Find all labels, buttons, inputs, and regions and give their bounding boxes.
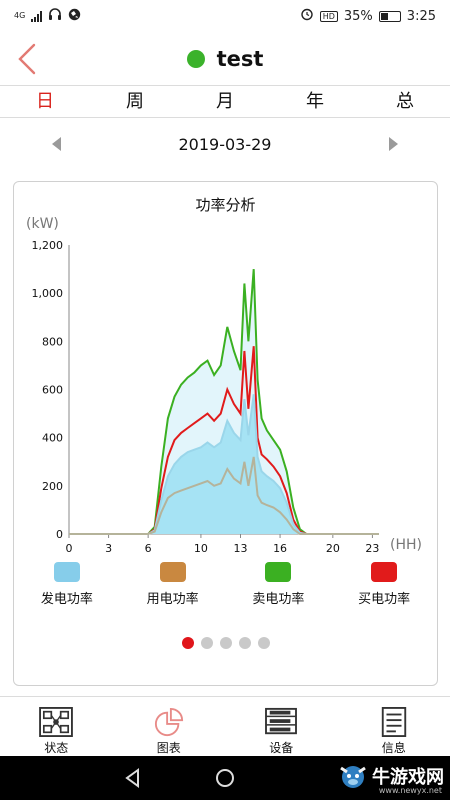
power-chart: (kW) (HH) 0 200 400 600 800 1,000 1,200 0 3 6 10 13 16…: [26, 216, 422, 552]
legend-item-generation[interactable]: 发电功率: [14, 562, 120, 607]
y-tick-label: 800: [42, 335, 63, 348]
watermark-text: 牛游戏网: [372, 767, 444, 788]
legend-item-consumption[interactable]: 用电功率: [120, 562, 226, 607]
legend-swatch: [371, 562, 398, 582]
legend-item-buy[interactable]: 买电功率: [331, 562, 437, 607]
tab-week[interactable]: 周: [126, 91, 144, 112]
page-indicator: [14, 637, 437, 649]
x-tick-label: 0: [66, 542, 73, 552]
legend-swatch: [159, 562, 186, 582]
hd-badge: HD: [319, 10, 338, 22]
back-button[interactable]: [12, 40, 46, 78]
x-tick-label: 10: [194, 542, 208, 552]
y-tick-label: 1,200: [32, 239, 64, 252]
nav-device[interactable]: 设备: [225, 697, 338, 756]
legend-label: 买电功率: [358, 592, 411, 607]
legend-swatch: [53, 562, 80, 582]
system-navigation-bar: [0, 756, 450, 800]
y-tick-label: 1,000: [32, 287, 64, 300]
legend-label: 发电功率: [40, 592, 93, 607]
nav-label: 设备: [269, 741, 294, 755]
status-bar: 4G HD 35% 3:25: [0, 0, 450, 32]
battery-percent: 35%: [343, 8, 373, 24]
device-icon: [265, 707, 298, 735]
triangle-back-icon: [125, 768, 139, 788]
x-tick-label: 13: [233, 542, 247, 552]
system-home-button[interactable]: [214, 767, 236, 789]
bottom-navigation: 状态 图表 设备: [0, 696, 450, 756]
legend-swatch: [265, 562, 292, 582]
pager-dot[interactable]: [181, 637, 194, 649]
chart-legend: 发电功率 用电功率 卖电功率 买电功率: [14, 562, 437, 607]
online-status-dot: [186, 49, 205, 68]
nav-label: 信息: [381, 741, 406, 755]
headset-icon: [48, 7, 62, 25]
period-tabs: 日 周 月 年 总: [0, 86, 450, 118]
system-back-button[interactable]: [122, 767, 144, 789]
triangle-right-icon: [389, 137, 398, 151]
chart-title: 功率分析: [195, 196, 256, 214]
tab-day[interactable]: 日: [36, 91, 54, 112]
nav-info[interactable]: 信息: [338, 697, 450, 756]
pager-dot[interactable]: [238, 637, 251, 649]
y-tick-label: 400: [42, 432, 63, 445]
document-icon: [381, 707, 406, 737]
app-header: test: [0, 32, 450, 86]
page-title: test: [216, 46, 264, 71]
series-line: [69, 269, 379, 535]
nav-status[interactable]: 状态: [0, 697, 113, 756]
nav-chart[interactable]: 图表: [113, 697, 226, 756]
tab-year[interactable]: 年: [306, 91, 324, 112]
site-watermark: 牛游戏网: [338, 762, 444, 790]
chart-card[interactable]: 功率分析 (kW) (HH) 0 200 400 600 800 1,000 1,200 0 3 6 1…: [13, 181, 438, 686]
y-tick-label: 600: [42, 384, 63, 397]
tab-total[interactable]: 总: [396, 91, 414, 112]
x-tick-label: 20: [326, 542, 340, 552]
legend-item-sell[interactable]: 卖电功率: [226, 562, 332, 607]
globe-icon: [68, 8, 81, 25]
alarm-icon: [300, 7, 314, 25]
chevron-left-icon: [18, 43, 36, 75]
status-grid-icon: [39, 707, 74, 737]
triangle-left-icon: [52, 137, 61, 151]
pager-dot[interactable]: [257, 637, 270, 649]
watermark-url: www.newyx.net: [378, 786, 442, 795]
circle-home-icon: [216, 769, 234, 787]
previous-date-button[interactable]: [48, 135, 66, 153]
network-type: 4G: [14, 11, 26, 20]
x-tick-label: 23: [365, 542, 379, 552]
pager-dot[interactable]: [219, 637, 232, 649]
series-line: [69, 456, 379, 535]
date-navigator: 2019-03-29: [0, 126, 450, 162]
current-date[interactable]: 2019-03-29: [178, 134, 272, 154]
x-tick-label: 6: [145, 542, 152, 552]
nav-label: 图表: [156, 741, 181, 755]
legend-label: 用电功率: [146, 592, 199, 607]
x-axis-unit-label: (HH): [390, 537, 422, 552]
legend-label: 卖电功率: [252, 592, 305, 607]
series-line: [69, 394, 379, 535]
y-tick-label: 200: [42, 480, 63, 493]
x-tick-label: 16: [273, 542, 287, 552]
cow-logo-icon: [340, 766, 366, 788]
clock-time: 3:25: [406, 8, 436, 24]
pie-chart-icon: [154, 707, 183, 737]
signal-icon: [31, 10, 43, 22]
pager-dot[interactable]: [200, 637, 213, 649]
y-axis-unit-label: (kW): [26, 216, 59, 232]
series-line: [69, 346, 379, 535]
series-area: [69, 394, 379, 534]
x-tick-label: 3: [105, 542, 112, 552]
y-tick-label: 0: [56, 528, 63, 541]
battery-icon: [378, 10, 401, 22]
next-date-button[interactable]: [384, 135, 402, 153]
tab-month[interactable]: 月: [216, 91, 234, 112]
nav-label: 状态: [44, 741, 69, 755]
